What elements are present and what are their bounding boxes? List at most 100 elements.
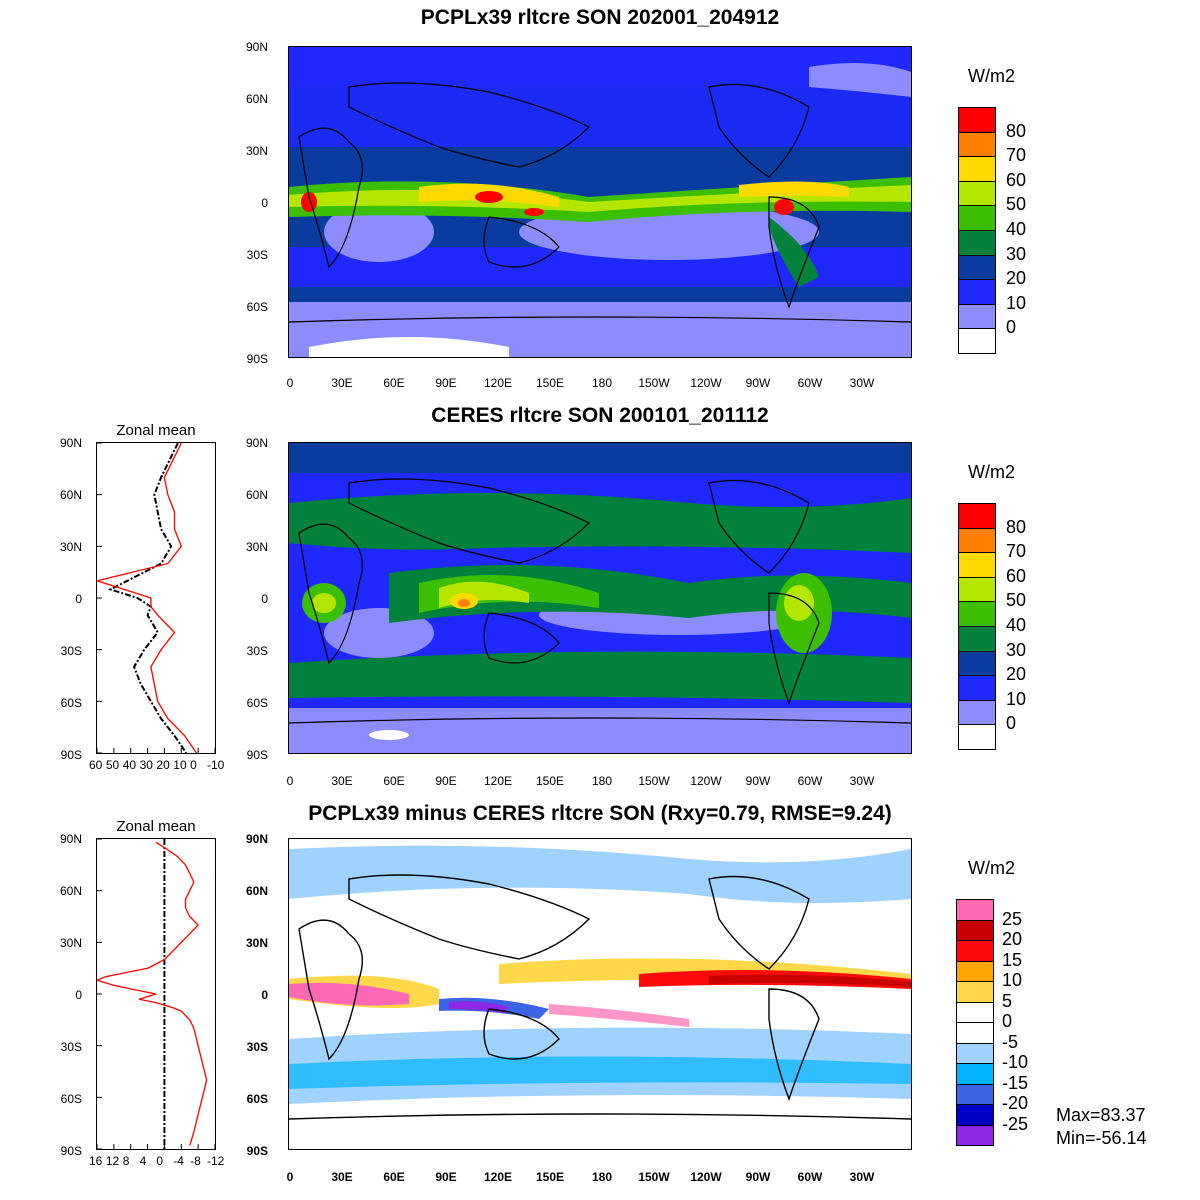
zonal-x-label: 10 xyxy=(173,758,187,772)
panel-obs-lon-11: 30W xyxy=(849,774,875,788)
panel-model-map xyxy=(288,46,912,358)
panel-diff-lon-5: 150E xyxy=(535,1170,565,1184)
colorbar-label: 15 xyxy=(1002,949,1023,970)
colorbar-label: 70 xyxy=(1006,145,1027,166)
panel-obs-lon-7: 150W xyxy=(638,774,670,788)
colorbar-label: 10 xyxy=(1006,688,1027,709)
colorbar-swatch xyxy=(956,981,994,1003)
panel-obs-title: CERES rltcre SON 200101_201112 xyxy=(431,404,769,427)
panel-model-lon-4: 120E xyxy=(483,376,513,390)
panel-diff-title: PCPLx39 minus CERES rltcre SON (Rxy=0.79… xyxy=(308,802,892,825)
colorbar-label: 10 xyxy=(1006,292,1027,313)
zonal-diff-lat-4: 30S xyxy=(60,1040,82,1054)
colorbar-label: 80 xyxy=(1006,516,1027,537)
colorbar-label: 20 xyxy=(1006,268,1027,289)
colorbar-swatch xyxy=(958,724,996,750)
panel-diff-lon-7: 150W xyxy=(638,1170,670,1184)
panel-diff-lon-1: 30E xyxy=(331,1170,353,1184)
colorbar-label: 60 xyxy=(1006,169,1027,190)
panel-model-lon-10: 60W xyxy=(797,376,823,390)
colorbar-label: -15 xyxy=(1002,1072,1029,1093)
colorbar-label: 40 xyxy=(1006,219,1027,239)
colorbar-label: 0 xyxy=(1006,713,1017,734)
panel-diff-lon-3: 90E xyxy=(435,1170,457,1184)
colorbar-swatch xyxy=(958,675,996,701)
colorbar-label: 30 xyxy=(1006,243,1027,264)
panel-obs-lon-8: 120W xyxy=(690,774,722,788)
zonal-obs-frame xyxy=(94,442,216,754)
colorbar-label: 25 xyxy=(1002,908,1023,929)
colorbar-swatch xyxy=(956,1042,994,1064)
panel-obs-lat-3: 0 xyxy=(261,592,268,606)
panel-obs-field xyxy=(289,443,911,753)
colorbar-label: -5 xyxy=(1002,1031,1019,1052)
colorbar-label: 70 xyxy=(1006,541,1027,562)
zonal-reference-line xyxy=(107,442,188,754)
panel-obs-lon-1: 30E xyxy=(331,774,353,788)
colorbar-swatch xyxy=(956,1083,994,1105)
zonal-x-label: 8 xyxy=(122,1154,130,1168)
panel-diff-colorbar-unit: W/m2 xyxy=(968,858,1015,878)
panel-obs-map xyxy=(288,442,912,754)
zonal-x-label: 20 xyxy=(156,758,170,772)
colorbar-swatch xyxy=(956,1022,994,1044)
panel-diff-lon-9: 90W xyxy=(745,1170,771,1184)
zonal-x-label: 4 xyxy=(139,1154,147,1168)
colorbar-swatch xyxy=(956,1104,994,1126)
zonal-obs-lat-5: 60S xyxy=(60,696,82,710)
panel-obs-lon-3: 90E xyxy=(435,774,457,788)
zonal-obs-lat-1: 60N xyxy=(59,488,82,502)
panel-diff-lat-3: 0 xyxy=(261,988,268,1002)
panel-diff-lon-0: 0 xyxy=(286,1170,294,1184)
colorbar-label: 40 xyxy=(1006,615,1027,635)
colorbar-swatch xyxy=(958,552,996,578)
panel-diff-lon-10: 60W xyxy=(797,1170,823,1184)
colorbar-swatch xyxy=(956,940,994,962)
panel-model-colorbar xyxy=(958,107,996,354)
zonal-obs-title: Zonal mean xyxy=(116,422,196,439)
panel-model-lon-9: 90W xyxy=(745,376,771,390)
zonal-x-label: -8 xyxy=(190,1154,201,1168)
panel-obs-colorbar-unit: W/m2 xyxy=(968,462,1015,482)
stats-max: Max=83.37 xyxy=(1056,1105,1146,1125)
colorbar-swatch xyxy=(958,131,996,158)
zonal-x-label: 40 xyxy=(122,758,137,772)
panel-model-lon-3: 90E xyxy=(435,376,457,390)
panel-model-lat-4: 30S xyxy=(246,248,268,262)
zonal-obs-lat-4: 30S xyxy=(60,644,82,658)
zonal-obs-lat-2: 30N xyxy=(59,540,82,554)
panel-diff-lon-6: 180 xyxy=(591,1170,613,1184)
panel-diff-lat-1: 60N xyxy=(245,884,268,898)
zonal-model-line xyxy=(94,442,198,754)
colorbar-swatch xyxy=(958,650,996,677)
panel-model-lon-0: 0 xyxy=(286,376,294,390)
panel-model-lat-0: 90N xyxy=(245,40,268,54)
colorbar-label: 5 xyxy=(1002,990,1013,1011)
zonal-x-label: 0 xyxy=(156,1154,164,1168)
panel-model-lat-1: 60N xyxy=(245,92,268,106)
panel-model-title: PCPLx39 rltcre SON 202001_204912 xyxy=(420,6,780,29)
zonal-x-label: 30 xyxy=(139,758,153,772)
panel-model-lon-8: 120W xyxy=(690,376,722,390)
zonal-x-label: -12 xyxy=(207,1154,225,1168)
zonal-diff-frame xyxy=(95,838,216,1150)
panel-model-lon-7: 150W xyxy=(638,376,670,390)
panel-obs-lon-0: 0 xyxy=(286,774,294,788)
panel-diff-lon-11: 30W xyxy=(849,1170,875,1184)
colorbar-swatch xyxy=(958,107,996,133)
zonal-x-label: 16 xyxy=(89,1154,103,1168)
colorbar-label: 0 xyxy=(1006,317,1017,338)
panel-obs-colorbar xyxy=(958,503,996,750)
zonal-x-label: -10 xyxy=(207,758,225,772)
colorbar-label: 20 xyxy=(1002,929,1023,949)
zonal-model-line xyxy=(95,841,208,1146)
panel-diff-lat-0: 90N xyxy=(245,832,268,846)
colorbar-swatch xyxy=(958,699,996,726)
panel-model-lon-1: 30E xyxy=(331,376,353,390)
panel-obs-lon-2: 60E xyxy=(383,774,405,788)
colorbar-label: -25 xyxy=(1002,1113,1029,1134)
colorbar-label: 0 xyxy=(1002,1011,1013,1031)
zonal-diff-lat-3: 0 xyxy=(75,988,82,1002)
zonal-obs-plot xyxy=(94,442,216,754)
panel-diff-lon-2: 60E xyxy=(383,1170,405,1184)
